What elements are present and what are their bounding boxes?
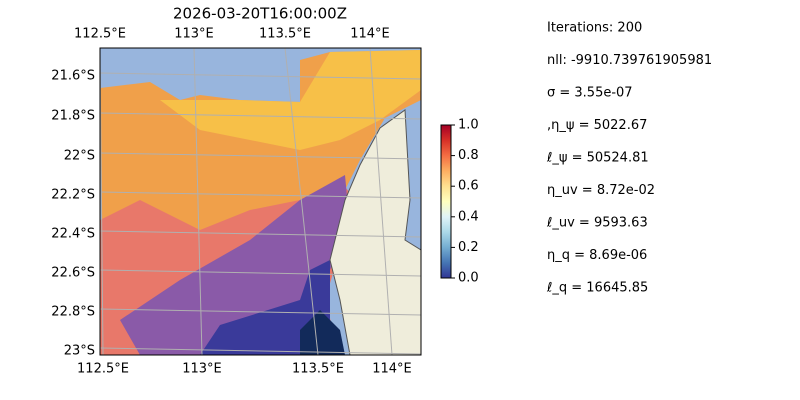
graticule-lon: [369, 48, 393, 355]
stat-line: ,η_ψ = 5022.67: [547, 118, 647, 133]
lat-label: 22.6°S: [51, 266, 95, 281]
graticule-lat: [100, 347, 421, 355]
colorbar-tick-label: 0.6: [458, 179, 479, 194]
colorbar-tick-label: 1.0: [458, 118, 479, 133]
stat-line: η_q = 8.69e-06: [547, 248, 647, 263]
graticule-lat: [100, 152, 421, 160]
lat-label: 22.8°S: [51, 305, 95, 320]
lon-label-bottom: 114°E: [372, 362, 412, 377]
colorbar: [440, 124, 452, 279]
stat-line: ℓ_q = 16645.85: [546, 281, 648, 296]
lat-label: 21.6°S: [51, 69, 95, 84]
stat-line: ℓ_uv = 9593.63: [546, 216, 648, 231]
colorbar-tick-label: 0.8: [458, 148, 479, 163]
lat-label: 23°S: [64, 344, 95, 359]
lon-label-bottom: 113.5°E: [292, 362, 344, 377]
graticule-lon: [284, 48, 319, 355]
lon-label-top: 113°E: [174, 27, 214, 42]
lon-label-top: 114°E: [350, 27, 390, 42]
lat-label: 22°S: [64, 149, 95, 164]
graticule-lat: [100, 72, 421, 80]
graticule-lat: [100, 308, 421, 316]
stat-line: nll: -9910.739761905981: [547, 53, 712, 68]
graticule-lat: [100, 230, 421, 238]
colorbar-tick-label: 0.0: [458, 271, 479, 286]
lat-label: 22.4°S: [51, 227, 95, 242]
colorbar-tick-label: 0.2: [458, 240, 479, 255]
stat-line: Iterations: 200: [547, 21, 642, 36]
lon-label-top: 113.5°E: [259, 27, 311, 42]
graticule-lat: [100, 112, 421, 120]
lat-label: 22.2°S: [51, 188, 95, 203]
map-frame: [99, 47, 422, 356]
stat-line: η_uv = 8.72e-02: [547, 183, 655, 198]
lat-label: 21.8°S: [51, 109, 95, 124]
colorbar-tick-label: 0.4: [458, 209, 479, 224]
graticule-lat: [100, 191, 421, 199]
graticule-lat: [100, 269, 421, 277]
lon-label-bottom: 112.5°E: [77, 362, 129, 377]
lon-label-bottom: 113°E: [182, 362, 222, 377]
lon-label-top: 112.5°E: [74, 27, 126, 42]
stat-line: σ = 3.55e-07: [547, 86, 633, 101]
map-title: 2026-03-20T16:00:00Z: [173, 5, 347, 23]
stat-line: ℓ_ψ = 50524.81: [546, 151, 649, 166]
map-area: [100, 48, 421, 355]
graticule-lon: [193, 48, 203, 355]
